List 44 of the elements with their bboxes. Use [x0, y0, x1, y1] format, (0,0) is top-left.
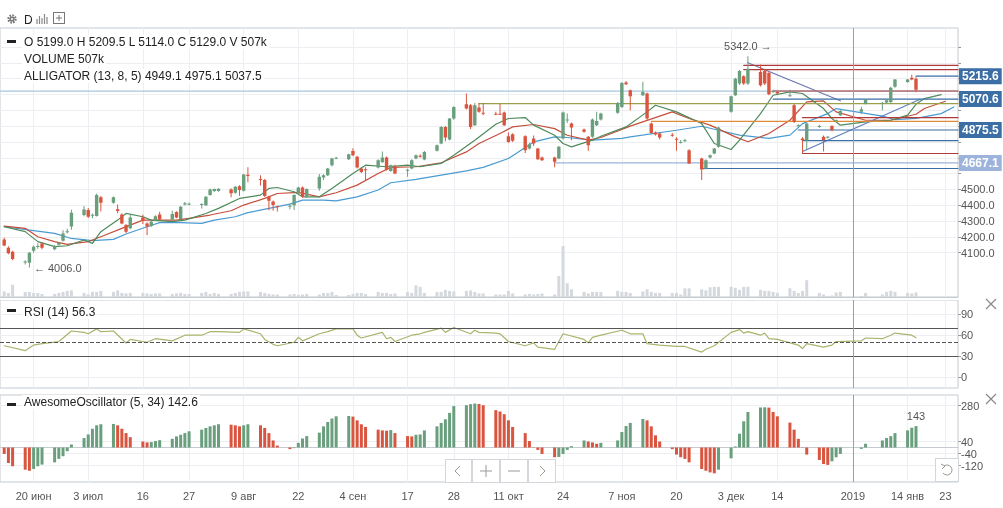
y-tick-label: -120 — [961, 459, 984, 472]
annotation: RSI (14) 56.3 — [24, 305, 96, 319]
y-tick-label: -40 — [961, 447, 977, 460]
x-tick-label: 14 янв — [890, 489, 925, 502]
x-tick-label: 17 — [401, 489, 414, 502]
x-tick-label: 16 — [136, 489, 149, 502]
annotation: VOLUME 507k — [24, 52, 106, 66]
annotation: ALLIGATOR (13, 8, 5) 4949.1 4975.1 5037.5 — [24, 69, 263, 83]
y-tick-label: 4500.0 — [961, 183, 995, 196]
annotation: ← 4006.0 — [33, 261, 82, 274]
y-tick-label: 60 — [961, 329, 974, 342]
x-tick-label: 7 ноя — [608, 489, 636, 502]
data-label: 5215.6 — [962, 69, 1000, 84]
x-tick-label: 27 — [182, 489, 196, 502]
y-tick-label: 280 — [961, 399, 980, 412]
x-tick-label: 14 — [771, 489, 784, 502]
x-tick-label: 20 — [670, 489, 683, 502]
text: D — [24, 13, 33, 27]
annotation: AwesomeOscillator (5, 34) 142.6 — [24, 395, 199, 409]
y-tick-label: 90 — [961, 308, 974, 321]
y-tick-label: 4100.0 — [961, 246, 995, 259]
y-tick-label: 4200.0 — [961, 230, 995, 243]
y-tick-label: 40 — [961, 435, 974, 448]
x-tick-label: 2019 — [840, 489, 866, 502]
x-tick-label: 20 июн — [15, 489, 52, 502]
data-label: 4667.1 — [962, 155, 1000, 170]
y-tick-label: 4400.0 — [961, 199, 995, 212]
data-label: 4875.5 — [962, 122, 1000, 137]
y-tick-label: 4300.0 — [961, 215, 995, 228]
data-label: 5070.6 — [962, 92, 1000, 107]
x-tick-label: 11 окт — [493, 489, 524, 502]
y-tick-label: 30 — [961, 350, 974, 363]
y-tick-label: 0 — [961, 371, 968, 384]
annotation: O 5199.0 H 5209.5 L 5114.0 C 5129.0 V 507k — [24, 35, 268, 49]
annotation: 5342.0 → — [724, 40, 772, 53]
x-tick-label: 9 авг — [231, 489, 257, 502]
x-tick-label: 3 июл — [73, 489, 104, 502]
x-tick-label: 22 — [292, 489, 305, 502]
x-tick-label: 3 дек — [717, 489, 745, 502]
x-tick-label: 4 сен — [339, 489, 367, 502]
x-tick-label: 24 — [556, 489, 570, 502]
x-tick-label: 28 — [447, 489, 460, 502]
x-tick-label: 23 — [939, 489, 952, 502]
annotation: 143 — [906, 410, 926, 423]
